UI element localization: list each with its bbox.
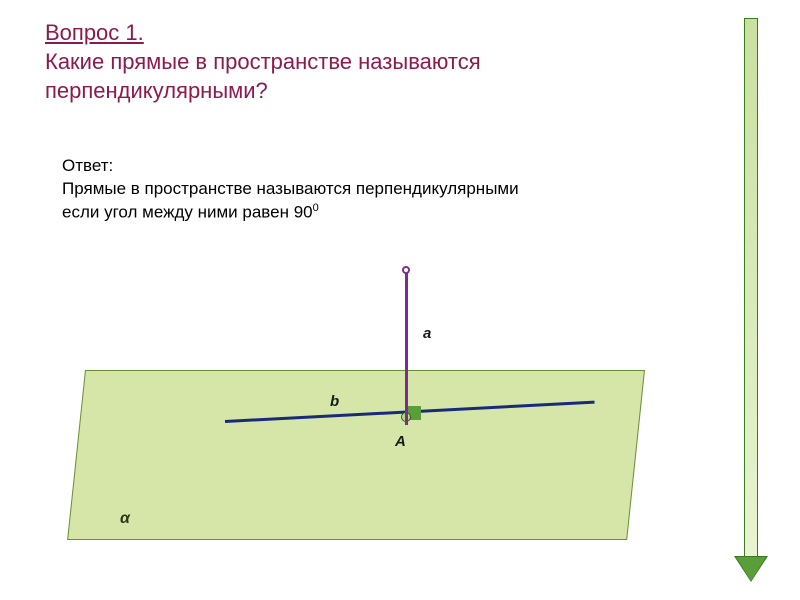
label-line-b: b [330, 393, 339, 410]
line-a-endpoint [402, 266, 410, 274]
arrow-shaft [744, 18, 758, 558]
down-arrow [734, 18, 770, 583]
geometry-diagram: a b A α [85, 280, 645, 560]
answer-label: Ответ: [62, 156, 113, 175]
answer-exponent: 0 [313, 202, 319, 214]
question-title: Вопрос 1. [45, 20, 144, 46]
answer-text: Прямые в пространстве называются перпенд… [62, 179, 519, 222]
plane-alpha [67, 370, 645, 540]
label-plane-alpha: α [120, 510, 130, 528]
question-text: Какие прямые в пространстве называются п… [45, 48, 605, 105]
arrow-head-fill [736, 557, 766, 581]
label-point-a: A [395, 433, 406, 450]
label-line-a: a [423, 325, 431, 342]
line-a [405, 270, 408, 425]
answer-block: Ответ: Прямые в пространстве называются … [62, 155, 522, 224]
slide: Вопрос 1. Какие прямые в пространстве на… [0, 0, 800, 600]
